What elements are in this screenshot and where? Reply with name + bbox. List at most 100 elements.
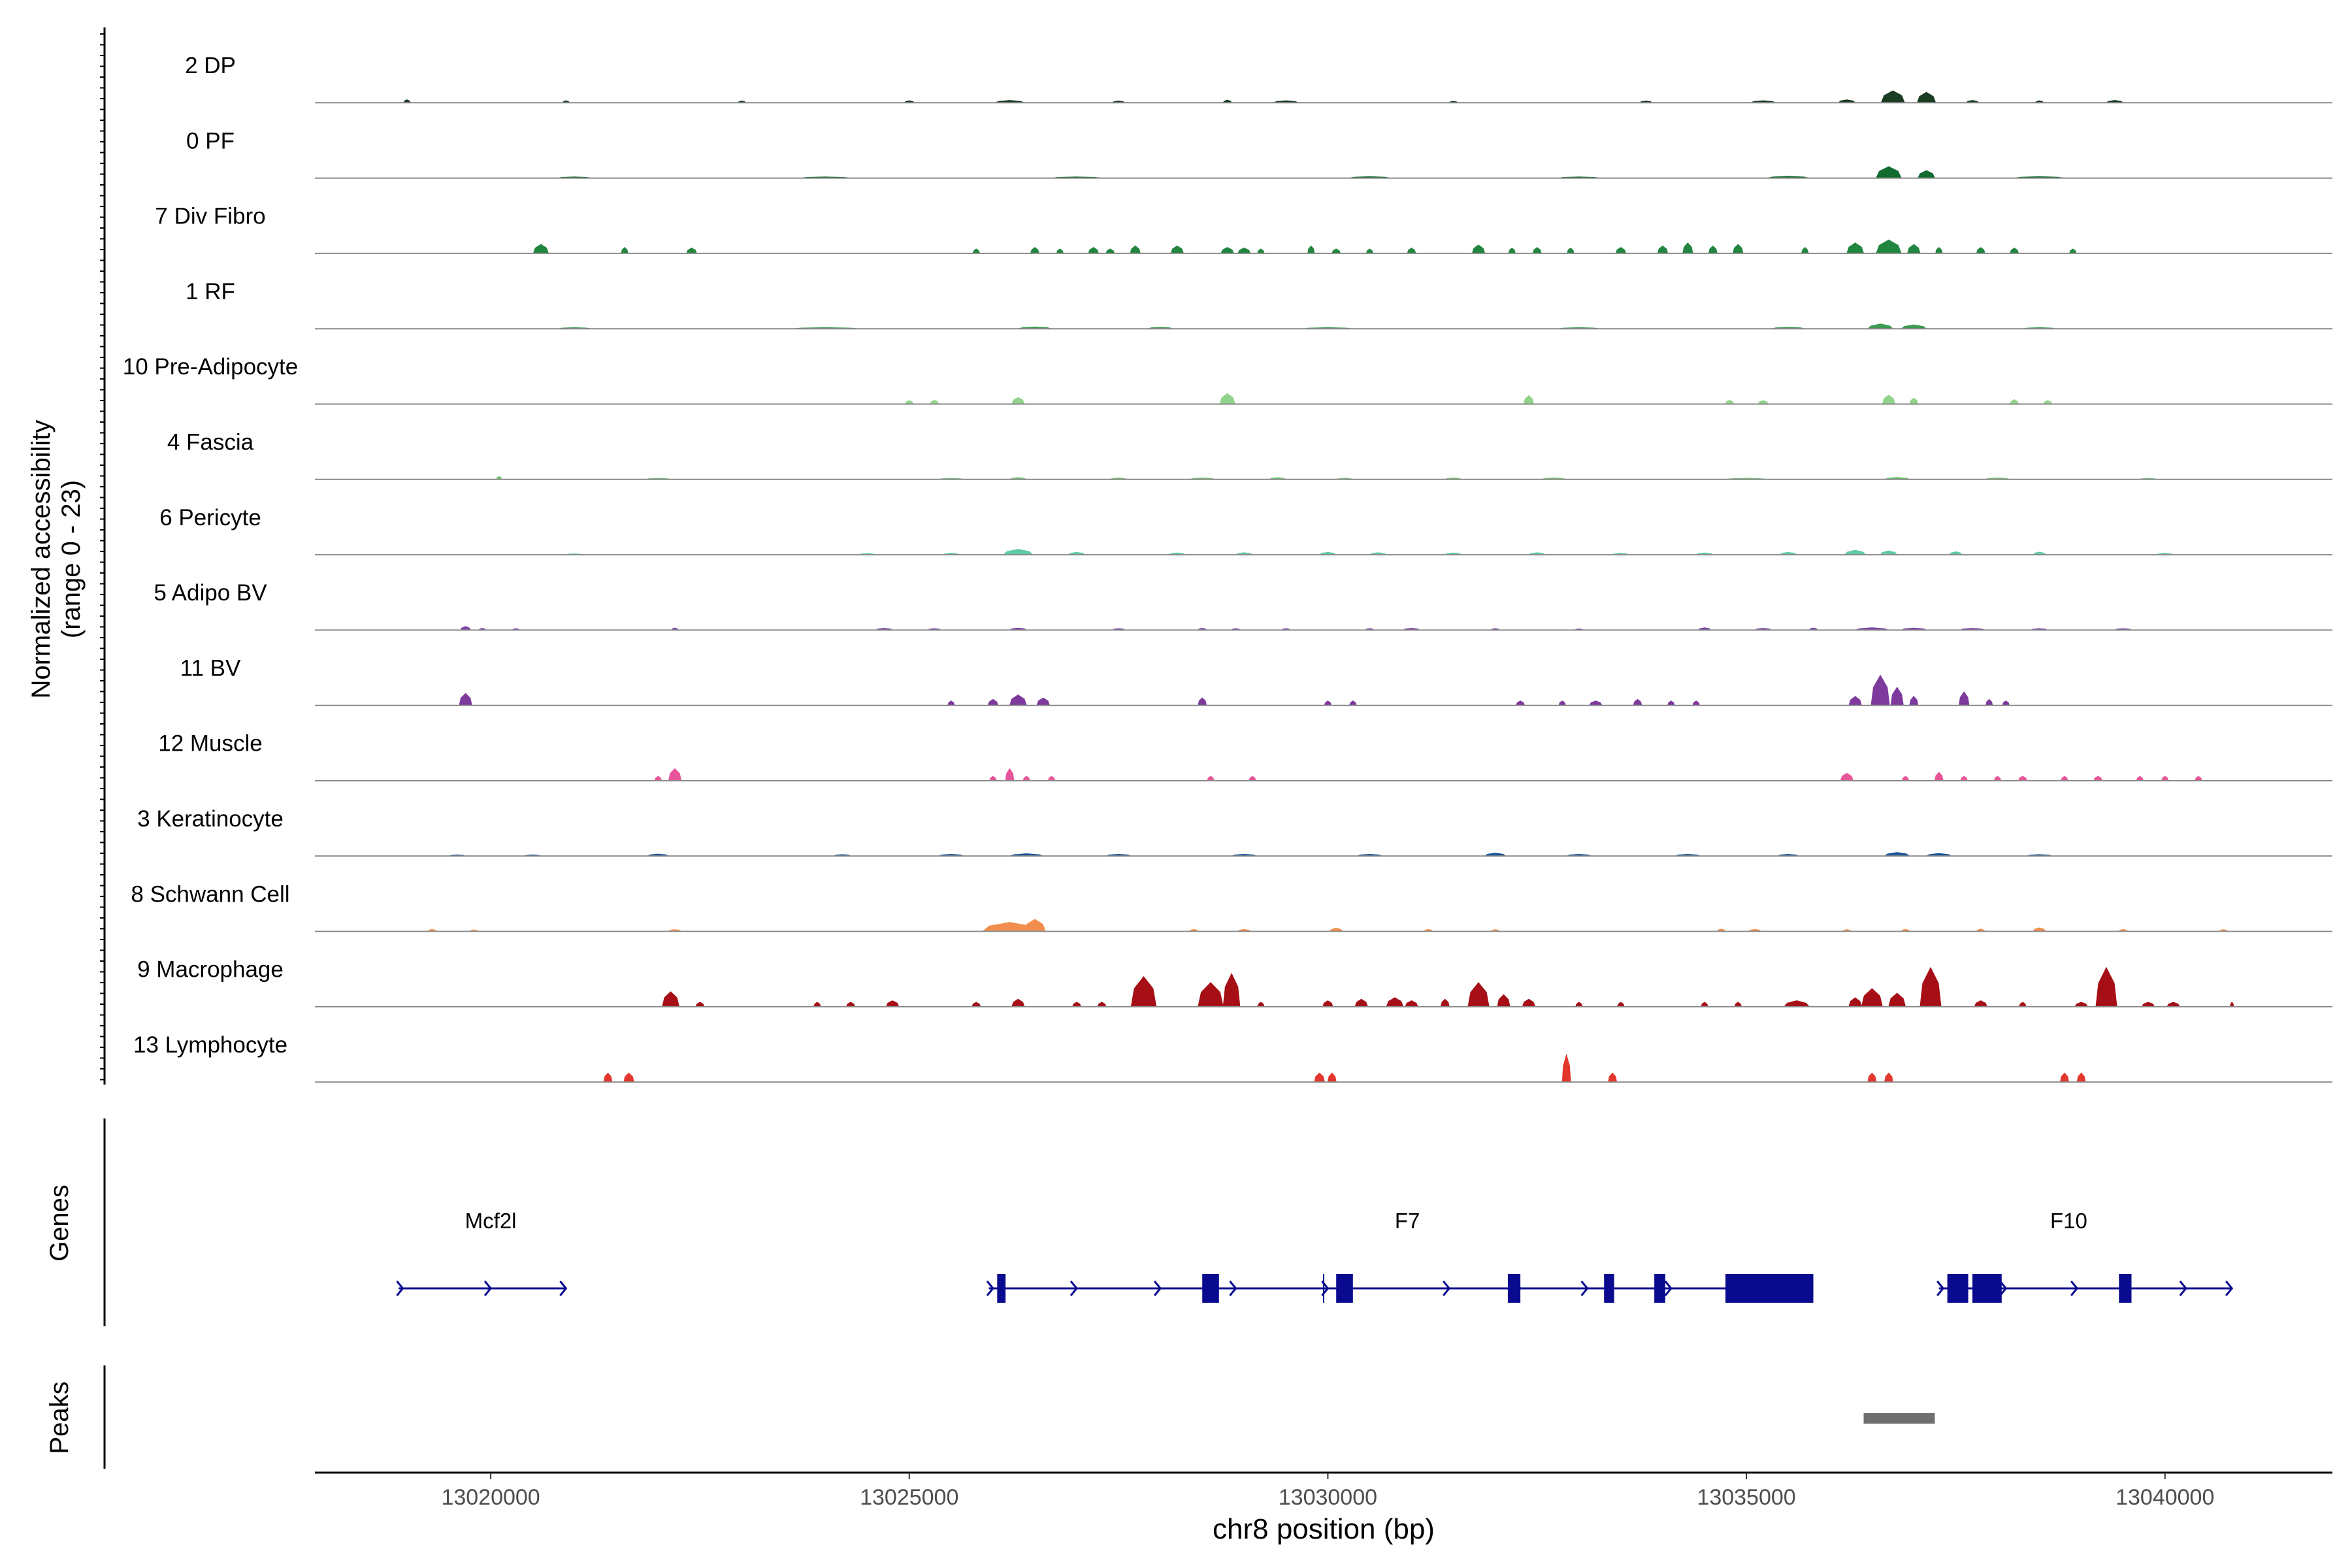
coverage-peak [1901, 776, 1910, 781]
coverage-peak [1867, 1072, 1877, 1083]
coverage-peak [1002, 549, 1034, 555]
coverage-peak [1467, 982, 1490, 1007]
gene-f7: F7 [986, 1209, 1814, 1303]
coverage-peak [1249, 776, 1256, 781]
coverage-peak [1976, 247, 1985, 254]
track-11: 8 Schwann Cell [131, 881, 2332, 932]
gene-label: Mcf2l [465, 1209, 517, 1233]
coverage-peak [1882, 395, 1896, 404]
track-3: 1 RF [186, 279, 2332, 330]
strand-arrow [1580, 1281, 1589, 1296]
coverage-peak [1327, 1072, 1337, 1083]
coverage-peak [1324, 700, 1332, 706]
coverage-peak [1575, 1002, 1583, 1007]
track-label: 7 Div Fibro [155, 204, 265, 229]
strand-arrow [396, 1281, 404, 1296]
track-12: 9 Macrophage [137, 957, 2332, 1007]
coverage-peak [1440, 998, 1450, 1007]
x-tick-label: 13030000 [1279, 1485, 1377, 1510]
coverage-peak [2095, 966, 2117, 1007]
strand-arrow [2225, 1281, 2234, 1296]
coverage-peak [623, 1072, 634, 1083]
strand-arrow [1229, 1281, 1237, 1296]
coverage-peak [1840, 772, 1854, 781]
coverage-peak [947, 700, 955, 706]
coverage-peak [1471, 244, 1486, 254]
coverage-peak [2161, 776, 2169, 781]
coverage-peak [1515, 700, 1526, 706]
exon [1336, 1274, 1353, 1303]
coverage-peak [686, 248, 698, 254]
coverage-peak [1088, 247, 1100, 254]
peaks-axis-label: Peaks [45, 1381, 74, 1454]
coverage-peak [1331, 248, 1341, 254]
coverage-peak [1561, 1053, 1571, 1083]
coverage-peak [2002, 700, 2010, 706]
coverage-peak [1935, 247, 1943, 254]
coverage-peak [2076, 1072, 2086, 1083]
peak-track [1863, 1413, 1935, 1424]
coverage-peak [1022, 776, 1030, 781]
track-label: 5 Adipo BV [154, 580, 267, 606]
coverage-peak [1907, 244, 1921, 254]
coverage-peak [1130, 245, 1141, 254]
coverage-peak [2010, 247, 2019, 254]
coverage-peak [1974, 1000, 1988, 1007]
coverage-peak [1532, 247, 1542, 254]
coverage-peak [972, 1002, 981, 1007]
coverage-peak [1522, 998, 1536, 1007]
coverage-peak [1958, 691, 1970, 706]
coverage-peak [1916, 91, 1936, 103]
coverage-peak [813, 1002, 821, 1007]
coverage-peak [1884, 1072, 1893, 1083]
strand-arrow [1936, 1281, 1945, 1296]
x-tick-label: 13020000 [441, 1485, 540, 1510]
coverage-peak [1198, 697, 1207, 706]
x-tick-label: 13025000 [860, 1485, 958, 1510]
track-7: 5 Adipo BV [154, 580, 2332, 631]
coverage-peak [1322, 1000, 1333, 1007]
coverage-peak [1615, 247, 1627, 254]
gene-track: Mcf2l F7 F10 [396, 1209, 2234, 1303]
coverage-peak [1307, 245, 1315, 254]
coverage-peak [1875, 166, 1902, 179]
coverage-peak [1036, 697, 1051, 706]
coverage-peak [845, 1002, 856, 1007]
coverage-peak [2009, 399, 2019, 404]
exon [997, 1274, 1006, 1303]
coverage-peak [1875, 239, 1902, 254]
coverage-peak [1934, 772, 1944, 781]
coverage-peak [2136, 776, 2144, 781]
coverage-peak [1732, 244, 1744, 254]
x-tick-label: 13035000 [1697, 1485, 1795, 1510]
coverage-peak [1523, 395, 1535, 404]
coverage-peak [532, 244, 549, 254]
coverage-peak [1692, 700, 1700, 706]
coverage-peak [1909, 397, 1919, 404]
exon [1972, 1274, 2002, 1303]
coverage-peak [1919, 966, 1942, 1007]
strand-arrow [559, 1281, 568, 1296]
coverage-peak [1917, 170, 1936, 179]
coverage-peak [1047, 776, 1056, 781]
coverage-peak [1870, 674, 1890, 706]
coverage-peak [1783, 1000, 1810, 1007]
exon [1725, 1274, 1814, 1303]
coverage-peak [1708, 245, 1718, 254]
track-4: 10 Pre-Adipocyte [123, 354, 2332, 405]
coverage-peak [1844, 549, 1867, 555]
coverage-peak [1848, 696, 1862, 706]
coverage-peak [1588, 700, 1603, 706]
coverage-peak [1880, 90, 1905, 103]
coverage-peak [1005, 768, 1015, 781]
track-label: 8 Schwann Cell [131, 881, 289, 907]
gene-label: F7 [1395, 1209, 1420, 1233]
x-axis: 13020000 13025000 13030000 13035000 13040000 [315, 1471, 2332, 1510]
coverage-peak [1130, 975, 1157, 1007]
coverage-peak [2069, 248, 2077, 254]
coverage-peak [1024, 919, 1046, 932]
coverage-peak [2074, 1002, 2089, 1007]
coverage-peak [1508, 247, 1516, 254]
coverage-peak [1633, 698, 1642, 706]
coverage-peak [1960, 776, 1968, 781]
